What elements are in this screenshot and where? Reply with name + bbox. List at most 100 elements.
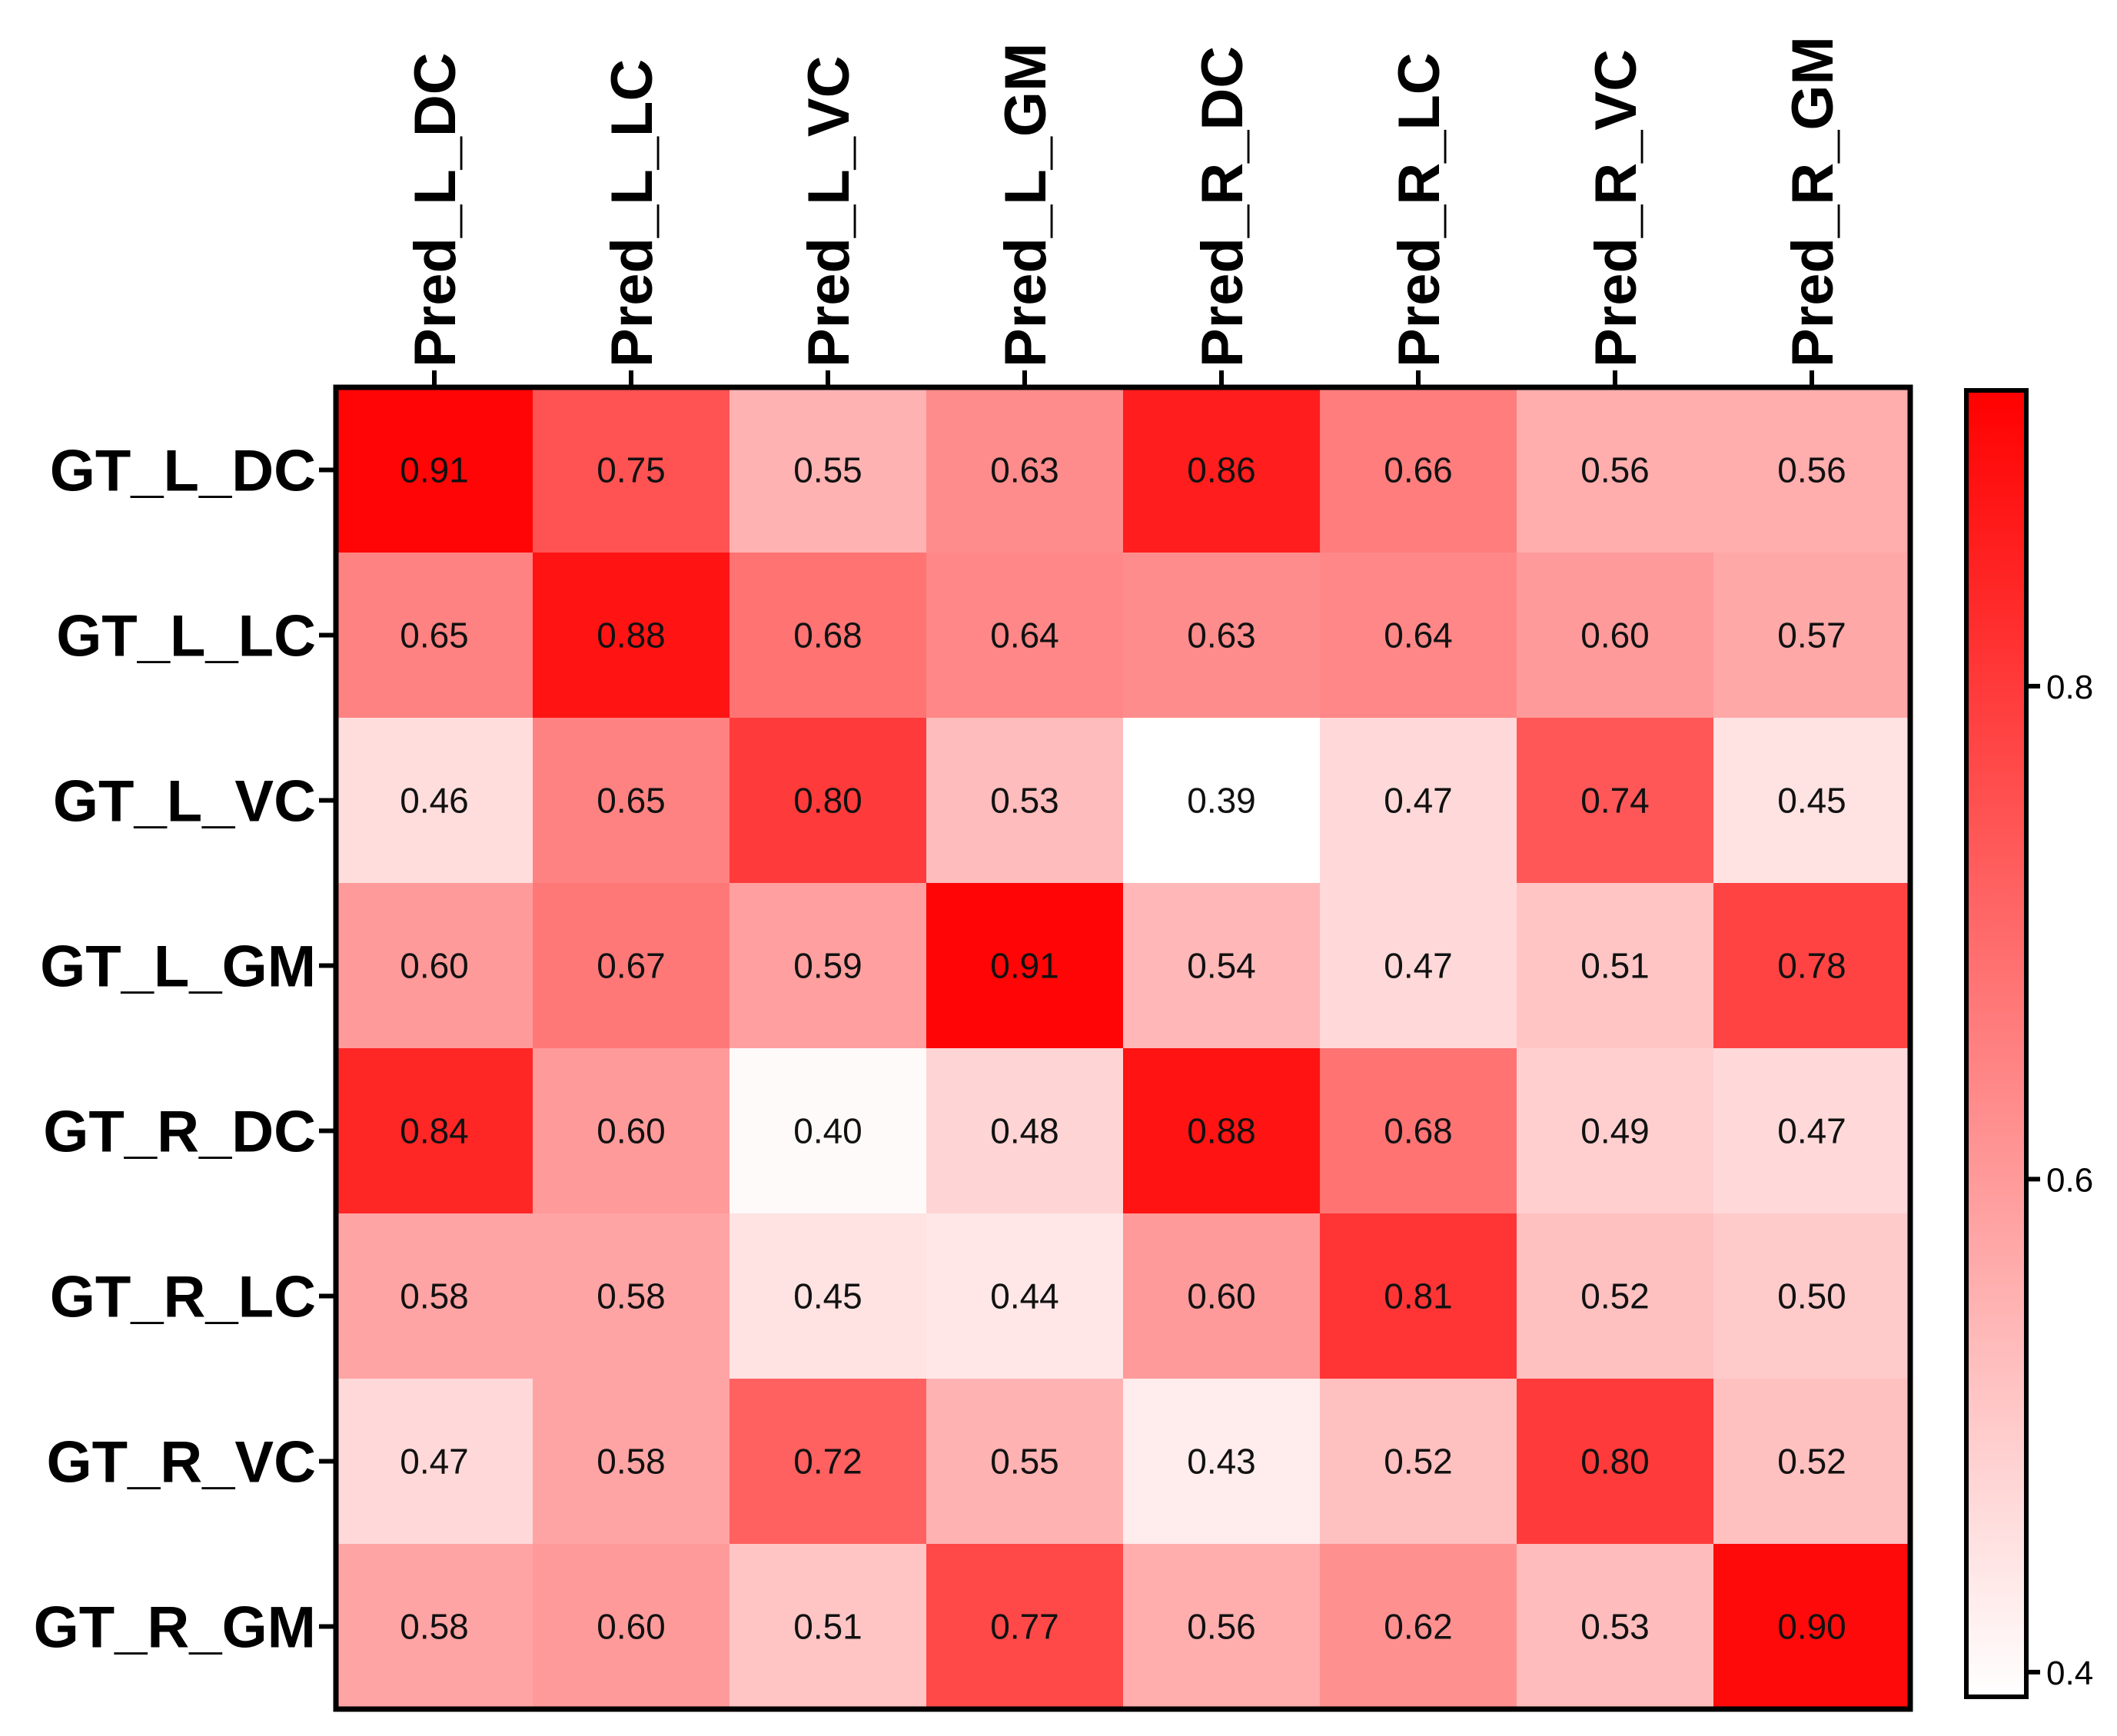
- cell-value-label: 0.67: [597, 946, 666, 986]
- cell-value-label: 0.62: [1384, 1607, 1453, 1647]
- heatmap-cell: [926, 1379, 1124, 1545]
- cell-value-label: 0.51: [793, 1607, 862, 1647]
- heatmap-cell: [1517, 553, 1714, 719]
- cell-value-label: 0.40: [793, 1111, 862, 1151]
- column-label: Pred_L_VC: [796, 56, 862, 368]
- cell-value-label: 0.55: [793, 450, 862, 490]
- cell-value-label: 0.47: [400, 1442, 469, 1482]
- heatmap-cell: [1320, 1544, 1517, 1710]
- cell-value-label: 0.91: [400, 450, 469, 490]
- cell-value-label: 0.47: [1384, 781, 1453, 821]
- row-label: GT_L_LC: [56, 604, 316, 669]
- heatmap-cell: [729, 883, 927, 1049]
- heatmap-cell: [926, 1213, 1124, 1379]
- cell-value-label: 0.84: [400, 1111, 469, 1151]
- cell-value-label: 0.65: [597, 781, 666, 821]
- cell-value-label: 0.56: [1777, 450, 1846, 490]
- cell-value-label: 0.64: [990, 616, 1059, 656]
- cell-value-label: 0.64: [1384, 616, 1453, 656]
- heatmap-cell: [729, 1048, 927, 1214]
- cell-value-label: 0.58: [597, 1442, 666, 1482]
- cell-value-label: 0.56: [1580, 450, 1650, 490]
- heatmap-cell: [926, 387, 1124, 553]
- heatmap-cell: [533, 718, 730, 884]
- cell-value-label: 0.59: [793, 946, 862, 986]
- heatmap-cell: [1517, 1379, 1714, 1545]
- cell-value-label: 0.58: [400, 1276, 469, 1316]
- heatmap-cell: [729, 387, 927, 553]
- cell-value-label: 0.60: [597, 1607, 666, 1647]
- heatmap-cell: [1320, 1379, 1517, 1545]
- heatmap-cell: [926, 1544, 1124, 1710]
- cell-value-label: 0.63: [1187, 616, 1256, 656]
- heatmap-cell: [336, 1544, 533, 1710]
- row-label: GT_R_GM: [34, 1595, 316, 1661]
- heatmap-cell: [336, 553, 533, 719]
- heatmap-cell: [336, 1048, 533, 1214]
- cell-value-label: 0.39: [1187, 781, 1256, 821]
- heatmap-cell: [1713, 553, 1911, 719]
- heatmap-cell: [533, 387, 730, 553]
- column-label: Pred_R_GM: [1780, 36, 1846, 367]
- heatmap-cell: [729, 553, 927, 719]
- row-label: GT_L_GM: [40, 934, 316, 1000]
- cell-value-label: 0.80: [1580, 1442, 1650, 1482]
- cell-value-label: 0.81: [1384, 1276, 1453, 1316]
- cell-value-label: 0.54: [1187, 946, 1256, 986]
- heatmap-cell: [533, 1379, 730, 1545]
- column-label: Pred_L_DC: [403, 52, 468, 367]
- heatmap-cell: [1123, 1544, 1321, 1710]
- heatmap-cell: [1123, 883, 1321, 1049]
- heatmap-cell: [336, 1379, 533, 1545]
- heatmap-cell: [1320, 883, 1517, 1049]
- cell-value-label: 0.88: [597, 616, 666, 656]
- cell-value-label: 0.65: [400, 616, 469, 656]
- column-label: Pred_R_VC: [1584, 49, 1649, 367]
- heatmap-cell: [1123, 718, 1321, 884]
- heatmap-cell: [1713, 1048, 1911, 1214]
- heatmap-cell: [1320, 718, 1517, 884]
- cell-value-label: 0.57: [1777, 616, 1846, 656]
- cell-value-label: 0.60: [597, 1111, 666, 1151]
- cell-value-label: 0.60: [400, 946, 469, 986]
- colorbar-tick-label: 0.8: [2046, 669, 2093, 706]
- heatmap-cell: [336, 883, 533, 1049]
- cell-value-label: 0.80: [793, 781, 862, 821]
- heatmap-cell: [1320, 1213, 1517, 1379]
- heatmap-cell: [1517, 1048, 1714, 1214]
- cell-value-label: 0.77: [990, 1607, 1059, 1647]
- column-label: Pred_R_LC: [1387, 52, 1452, 367]
- column-label: Pred_L_LC: [600, 59, 665, 367]
- cell-value-label: 0.52: [1777, 1442, 1846, 1482]
- heatmap-cell: [533, 1048, 730, 1214]
- row-label: GT_R_DC: [43, 1100, 316, 1165]
- cell-value-label: 0.50: [1777, 1276, 1846, 1316]
- heatmap-cell: [533, 1213, 730, 1379]
- row-label: GT_R_LC: [50, 1265, 316, 1330]
- heatmap-cell: [1123, 1048, 1321, 1214]
- colorbar-tick-label: 0.4: [2046, 1655, 2093, 1692]
- heatmap-cell: [1517, 883, 1714, 1049]
- cell-value-label: 0.78: [1777, 946, 1846, 986]
- cell-value-label: 0.58: [400, 1607, 469, 1647]
- heatmap-cell: [533, 883, 730, 1049]
- cell-value-label: 0.74: [1580, 781, 1650, 821]
- heatmap-cell: [926, 1048, 1124, 1214]
- cell-value-label: 0.66: [1384, 450, 1453, 490]
- cell-value-label: 0.91: [990, 946, 1059, 986]
- heatmap-cell: [1517, 387, 1714, 553]
- colorbar-tick-label: 0.6: [2046, 1161, 2093, 1199]
- cell-value-label: 0.53: [1580, 1607, 1650, 1647]
- cell-value-label: 0.60: [1580, 616, 1650, 656]
- cell-value-label: 0.53: [990, 781, 1059, 821]
- cell-value-label: 0.63: [990, 450, 1059, 490]
- heatmap-cell: [1320, 553, 1517, 719]
- heatmap-cell: [1713, 883, 1911, 1049]
- cell-value-label: 0.68: [793, 616, 862, 656]
- heatmap-cell: [1713, 718, 1911, 884]
- heatmap-cell: [1517, 1544, 1714, 1710]
- heatmap-cell: [729, 1379, 927, 1545]
- cell-value-label: 0.90: [1777, 1607, 1846, 1647]
- heatmap-cell: [533, 1544, 730, 1710]
